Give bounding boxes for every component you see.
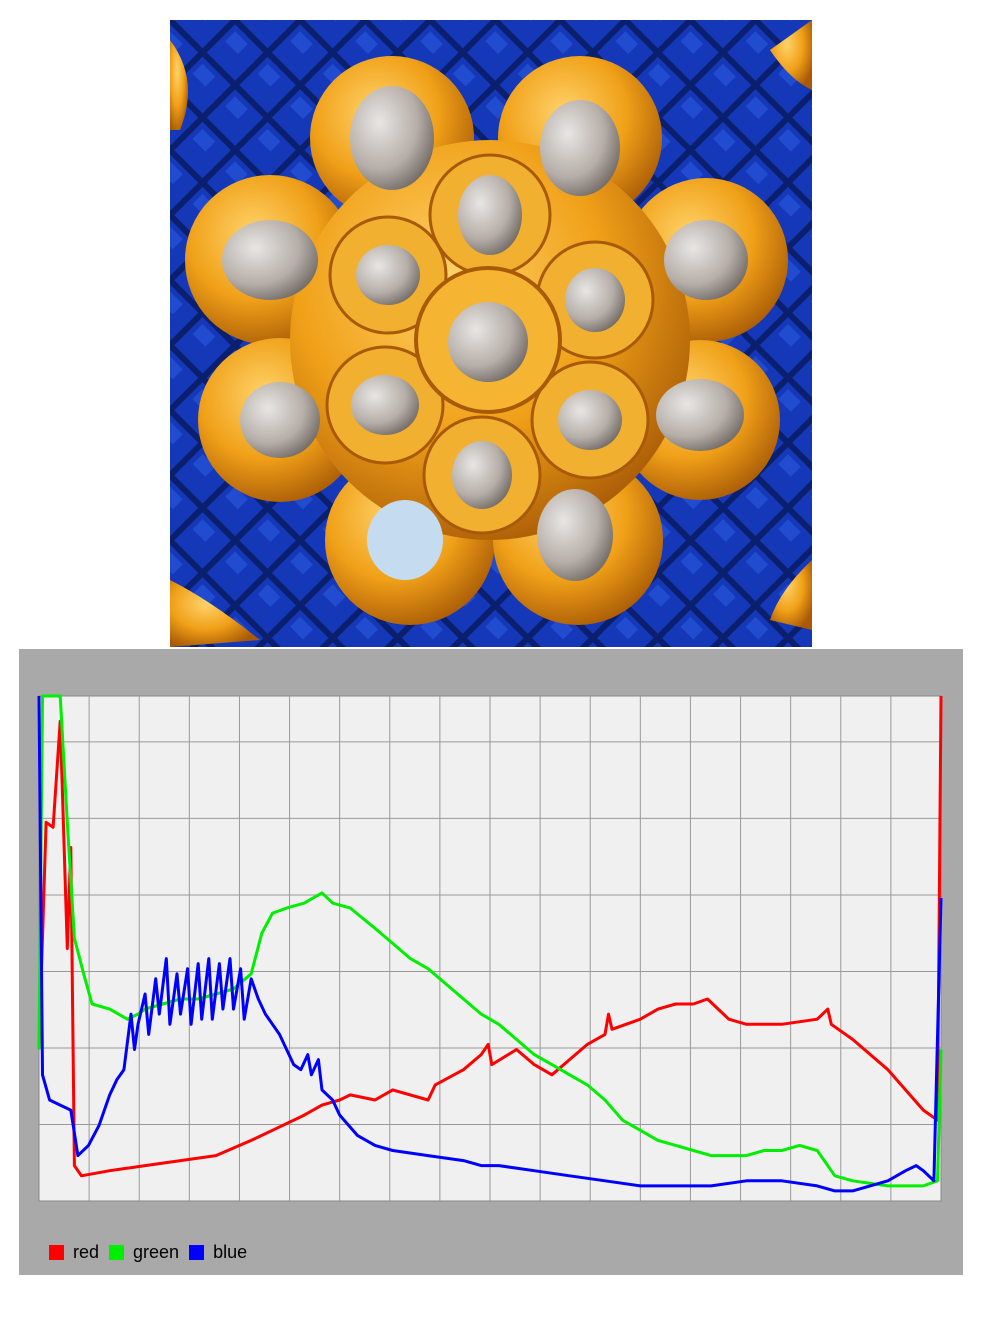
- legend-swatch-green: [109, 1244, 125, 1260]
- series-line-red: [37, 695, 943, 1178]
- legend-label-red: red: [73, 1241, 100, 1262]
- grid-lines: [39, 696, 941, 1201]
- histogram-plot: [37, 694, 943, 1202]
- series-lines: [37, 694, 943, 1193]
- legend: red green blue: [49, 1241, 257, 1263]
- legend-label-blue: blue: [213, 1241, 248, 1262]
- legend-swatch-blue: [189, 1244, 205, 1260]
- legend-entry-green: green: [109, 1242, 179, 1263]
- series-line-blue: [37, 695, 943, 1193]
- legend-entry-blue: blue: [189, 1242, 247, 1263]
- legend-swatch-red: [49, 1244, 64, 1260]
- legend-entry-red: red: [49, 1242, 99, 1263]
- photo-gold-flower-mosaic: [170, 20, 812, 647]
- histogram-panel: red green blue: [19, 649, 963, 1275]
- legend-label-green: green: [133, 1241, 180, 1262]
